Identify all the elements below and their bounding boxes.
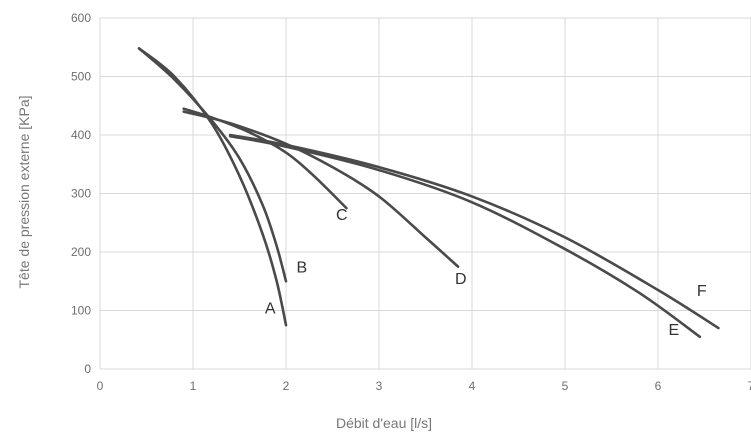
curve-e <box>228 134 702 339</box>
curve-a <box>137 47 288 327</box>
y-tick-label: 500 <box>71 70 91 84</box>
tick-labels: 0 100 200 300 400 500 600 0 1 2 3 4 5 6 7 <box>71 11 751 393</box>
curve-labels: A B C D E F <box>265 207 707 339</box>
y-tick-label: 600 <box>71 11 91 25</box>
x-tick-label: 5 <box>562 379 569 393</box>
curve-f <box>228 133 720 330</box>
y-axis-title: Tête de pression externe [KPa] <box>16 96 32 289</box>
curves <box>137 47 720 339</box>
curve-label-d: D <box>455 271 467 288</box>
curve-label-e: E <box>668 322 679 339</box>
x-tick-label: 7 <box>748 379 751 393</box>
curve-label-c: C <box>336 207 348 224</box>
x-tick-label: 2 <box>283 379 290 393</box>
x-axis-title: Débit d'eau [l/s] <box>336 415 432 431</box>
y-tick-label: 0 <box>84 362 91 376</box>
x-tick-label: 4 <box>469 379 476 393</box>
x-tick-label: 3 <box>376 379 383 393</box>
curve-label-b: B <box>296 259 307 276</box>
x-tick-label: 1 <box>190 379 197 393</box>
x-tick-label: 0 <box>97 379 104 393</box>
y-tick-label: 400 <box>71 128 91 142</box>
curve-label-f: F <box>697 283 707 300</box>
y-tick-label: 300 <box>71 187 91 201</box>
y-tick-label: 100 <box>71 304 91 318</box>
x-tick-label: 6 <box>655 379 662 393</box>
y-tick-label: 200 <box>71 245 91 259</box>
gridlines <box>99 17 751 370</box>
curve-b <box>137 47 288 283</box>
curve-d <box>182 110 460 268</box>
curve-label-a: A <box>265 300 276 317</box>
